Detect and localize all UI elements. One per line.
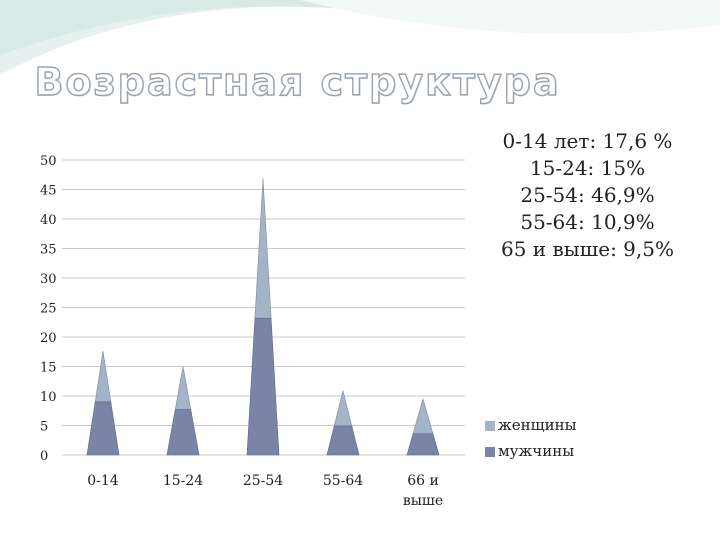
y-tick-label: 10 xyxy=(40,390,57,405)
stat-line: 25-54: 46,9% xyxy=(520,183,655,207)
y-tick-label: 40 xyxy=(40,213,57,228)
cone-segment-women xyxy=(412,397,434,435)
cone-segment-men xyxy=(406,433,440,456)
x-tick-label: 66 и выше xyxy=(403,473,443,509)
legend-swatch xyxy=(485,447,495,457)
cone-segment-men xyxy=(166,409,200,456)
x-tick-label: 15-24 xyxy=(163,473,203,489)
cone-segment-women xyxy=(94,351,112,403)
y-tick-label: 15 xyxy=(40,361,57,376)
y-tick-label: 50 xyxy=(40,154,57,169)
legend-label: женщины xyxy=(498,416,577,434)
cone-segment-men xyxy=(86,401,120,456)
cone-segment-women xyxy=(174,366,192,410)
y-tick-label: 5 xyxy=(40,420,48,435)
age-stats-text: 0-14 лет: 17,6 % 15-24: 15% 25-54: 46,9%… xyxy=(470,128,705,263)
x-tick-label: 25-54 xyxy=(243,473,283,489)
stat-line: 0-14 лет: 17,6 % xyxy=(502,129,673,153)
y-tick-label: 20 xyxy=(40,331,57,346)
stat-line: 55-64: 10,9% xyxy=(520,210,655,234)
legend-swatch xyxy=(485,421,495,431)
legend-label: мужчины xyxy=(498,442,574,460)
y-tick-label: 45 xyxy=(40,184,57,199)
x-tick-label: 0-14 xyxy=(87,473,119,489)
slide-title: Возрастная структура xyxy=(34,59,561,104)
cone-segment-men xyxy=(326,425,360,456)
y-tick-label: 35 xyxy=(40,243,57,258)
stat-line: 15-24: 15% xyxy=(529,156,646,180)
x-tick-label: 55-64 xyxy=(323,473,363,489)
cone-segment-men xyxy=(246,317,280,456)
stat-line: 65 и выше: 9,5% xyxy=(500,237,674,261)
y-tick-label: 25 xyxy=(40,302,57,317)
y-tick-label: 30 xyxy=(40,272,57,287)
y-tick-label: 0 xyxy=(40,449,48,464)
